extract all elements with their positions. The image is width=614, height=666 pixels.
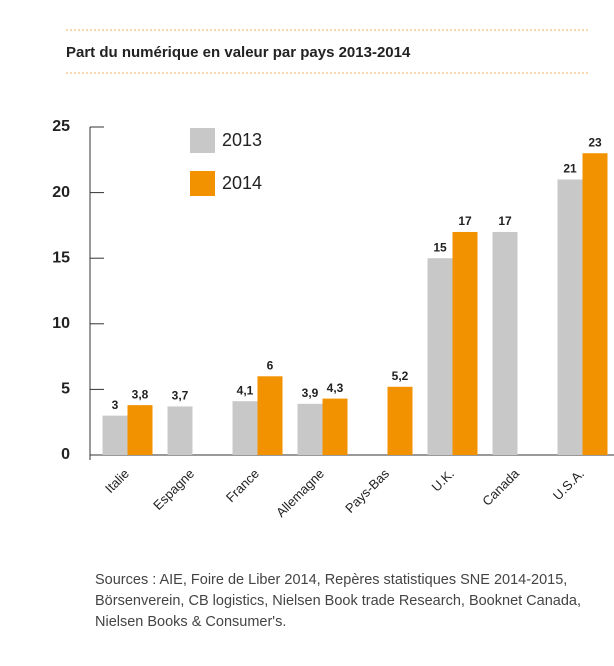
y-tick-label: 25 (52, 118, 70, 135)
y-tick-label: 20 (52, 184, 70, 201)
x-tick-label: Pays-Bas (342, 466, 392, 516)
value-label: 21 (563, 162, 577, 176)
x-tick-label: Allemagne (273, 466, 327, 520)
value-label: 5,2 (392, 369, 409, 383)
legend-swatch (190, 171, 215, 196)
bar (387, 386, 413, 455)
y-tick-label: 0 (61, 446, 70, 463)
legend-label: 2013 (222, 130, 262, 150)
x-tick-label: Italie (102, 466, 132, 496)
value-label: 3,7 (172, 389, 189, 403)
value-label: 3,8 (132, 387, 149, 401)
bar (232, 401, 258, 455)
value-label: 3,9 (302, 386, 319, 400)
bar (492, 231, 518, 455)
x-tick-label: U.S.A. (550, 466, 587, 503)
y-tick-label: 10 (52, 315, 70, 332)
bar (322, 398, 348, 455)
value-label: 4,1 (237, 383, 254, 397)
bar (167, 406, 193, 455)
y-tick-label: 15 (52, 249, 70, 266)
bar (297, 403, 323, 455)
bar (127, 405, 153, 455)
legend-swatch (190, 128, 215, 153)
x-tick-label: France (223, 466, 262, 505)
bar (582, 153, 608, 456)
value-label: 4,3 (327, 381, 344, 395)
x-tick-label: U.K. (429, 466, 457, 494)
bar (257, 376, 283, 455)
value-label: 23 (588, 135, 602, 149)
x-tick-label: Canada (479, 465, 522, 508)
bar (452, 231, 478, 455)
value-label: 3 (112, 398, 119, 412)
bar (427, 258, 453, 455)
bar (102, 415, 128, 455)
legend-label: 2014 (222, 173, 262, 193)
value-label: 17 (458, 214, 472, 228)
x-tick-label: Espagne (150, 466, 197, 513)
y-tick-label: 5 (61, 381, 70, 398)
value-label: 15 (433, 240, 447, 254)
value-label: 17 (498, 214, 512, 228)
source-note: Sources : AIE, Foire de Liber 2014, Repè… (95, 572, 582, 630)
bar (557, 179, 583, 456)
chart-title: Part du numérique en valeur par pays 201… (66, 44, 411, 61)
value-label: 6 (267, 358, 274, 372)
